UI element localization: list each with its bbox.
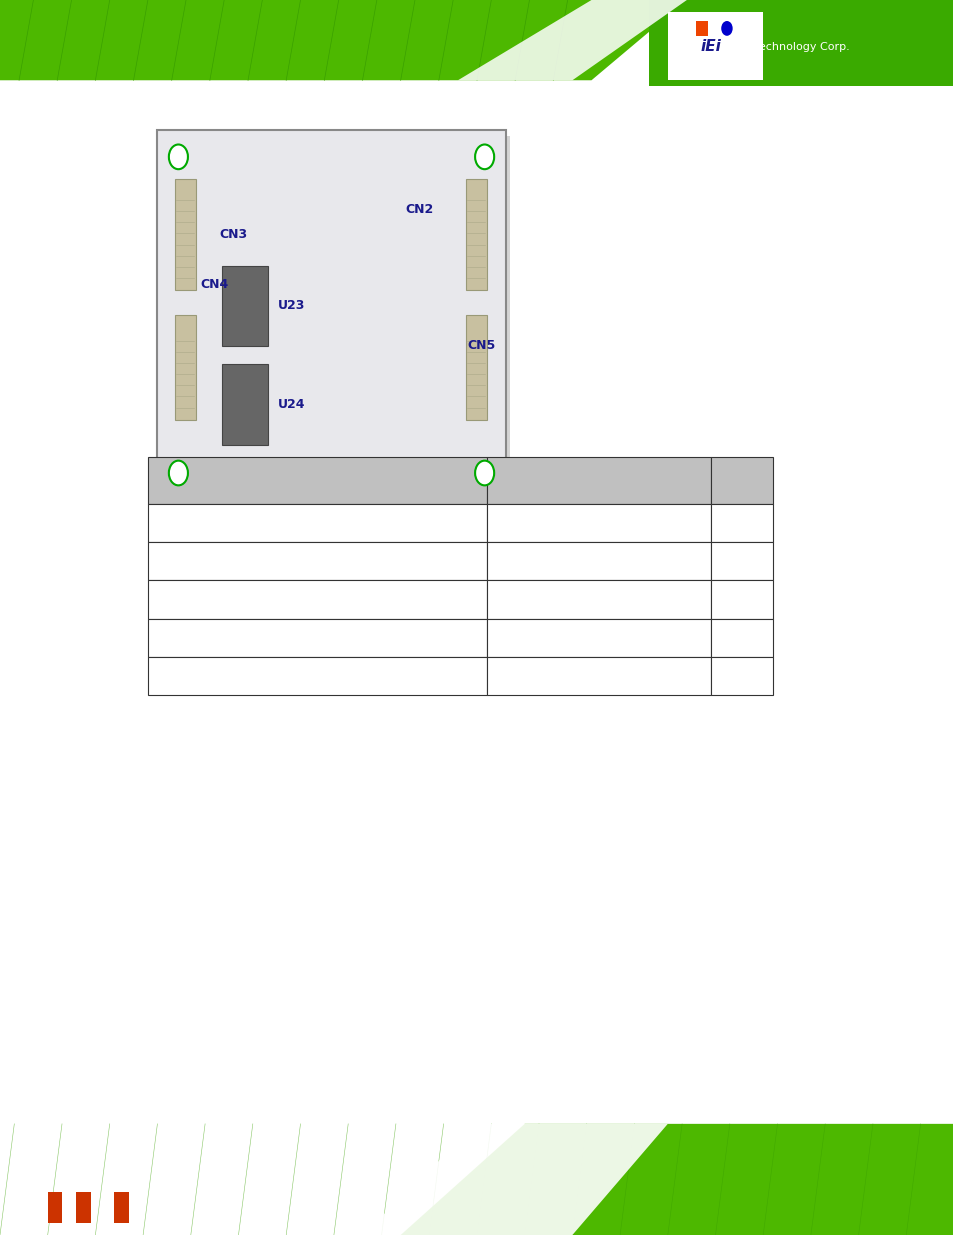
- Text: U24: U24: [277, 398, 305, 411]
- Bar: [157, 130, 505, 500]
- Bar: [48, 1192, 62, 1223]
- Bar: [222, 266, 268, 346]
- Text: CN3: CN3: [219, 228, 247, 241]
- Polygon shape: [0, 1124, 953, 1235]
- Circle shape: [475, 144, 494, 169]
- Text: ®Technology Corp.: ®Technology Corp.: [742, 42, 849, 52]
- Circle shape: [475, 461, 494, 485]
- Bar: [174, 179, 195, 290]
- Text: CN2: CN2: [405, 204, 434, 216]
- Circle shape: [720, 21, 732, 36]
- Circle shape: [169, 144, 188, 169]
- Bar: [710, 657, 772, 695]
- Bar: [148, 619, 486, 657]
- Bar: [486, 619, 710, 657]
- Bar: [148, 504, 486, 542]
- Polygon shape: [362, 1124, 667, 1235]
- Bar: [148, 542, 486, 580]
- Bar: [710, 457, 772, 504]
- Bar: [162, 136, 510, 506]
- Bar: [465, 179, 486, 290]
- Bar: [148, 457, 486, 504]
- Bar: [486, 542, 710, 580]
- Bar: [174, 315, 195, 420]
- Text: CN4: CN4: [200, 278, 229, 290]
- Bar: [710, 504, 772, 542]
- Bar: [667, 12, 762, 80]
- Text: CN5: CN5: [467, 340, 496, 352]
- Text: iEi: iEi: [700, 40, 720, 54]
- Bar: [148, 657, 486, 695]
- Bar: [76, 1192, 91, 1223]
- Circle shape: [169, 461, 188, 485]
- Bar: [114, 1192, 129, 1223]
- Bar: [648, 0, 953, 86]
- Bar: [710, 542, 772, 580]
- Bar: [486, 580, 710, 619]
- Bar: [465, 315, 486, 420]
- Bar: [486, 657, 710, 695]
- Polygon shape: [457, 0, 686, 80]
- Bar: [710, 580, 772, 619]
- Bar: [710, 619, 772, 657]
- Bar: [696, 21, 707, 36]
- Bar: [222, 364, 268, 445]
- Text: U23: U23: [277, 299, 305, 312]
- Bar: [486, 457, 710, 504]
- Bar: [486, 504, 710, 542]
- Bar: [148, 580, 486, 619]
- Polygon shape: [0, 0, 686, 80]
